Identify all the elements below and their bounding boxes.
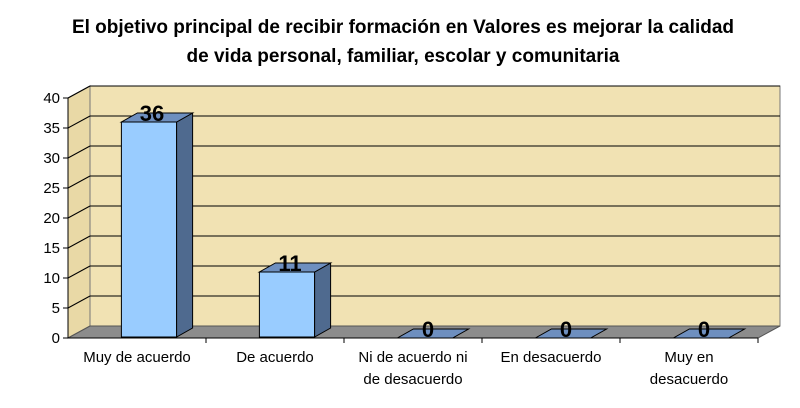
data-label: 0 — [698, 317, 710, 342]
gridline-side — [67, 205, 91, 219]
bar-side — [176, 112, 194, 338]
bar — [120, 121, 178, 338]
x-tick-label: desacuerdo — [650, 371, 728, 388]
x-tick-label: De acuerdo — [236, 349, 314, 366]
gridline-side — [67, 235, 91, 249]
bar — [258, 271, 316, 338]
x-tick-label: Muy de acuerdo — [83, 349, 191, 366]
x-tick-label: Ni de acuerdo ni — [358, 349, 467, 366]
x-tick-label: En desacuerdo — [501, 349, 602, 366]
data-label: 0 — [422, 317, 434, 342]
gridline-side — [67, 265, 91, 279]
data-label: 11 — [278, 251, 301, 276]
data-label: 36 — [140, 101, 164, 126]
y-tick-label: 5 — [52, 300, 60, 317]
gridline-side — [67, 145, 91, 159]
chart-title-line-2: de vida personal, familiar, escolar y co… — [187, 46, 620, 67]
chart-title-line-1: El objetivo principal de recibir formaci… — [72, 17, 734, 38]
bar-top — [119, 112, 195, 123]
gridline-side — [67, 85, 91, 99]
bar-top — [671, 328, 747, 339]
x-tick-label: de desacuerdo — [363, 371, 462, 388]
bar-top — [533, 328, 609, 339]
y-tick-label: 10 — [43, 270, 60, 287]
y-tick-label: 0 — [52, 330, 60, 347]
gridline-side — [67, 115, 91, 129]
bar-top — [395, 328, 471, 339]
y-tick-label: 25 — [43, 180, 60, 197]
plot-area: 0 5 10 15 20 25 30 35 40 36 Muy de acuerdo 11 De acu… — [43, 85, 781, 388]
y-tick-label: 35 — [43, 120, 60, 137]
y-tick-label: 15 — [43, 240, 60, 257]
y-tick-label: 20 — [43, 210, 60, 227]
x-tick-label: Muy en — [664, 349, 713, 366]
y-tick-label: 30 — [43, 150, 60, 167]
data-label: 0 — [560, 317, 572, 342]
bar-top — [257, 262, 333, 273]
gridline-side — [67, 175, 91, 189]
gridline-side — [67, 295, 91, 309]
y-tick-label: 40 — [43, 90, 60, 107]
bar-side — [314, 262, 332, 338]
